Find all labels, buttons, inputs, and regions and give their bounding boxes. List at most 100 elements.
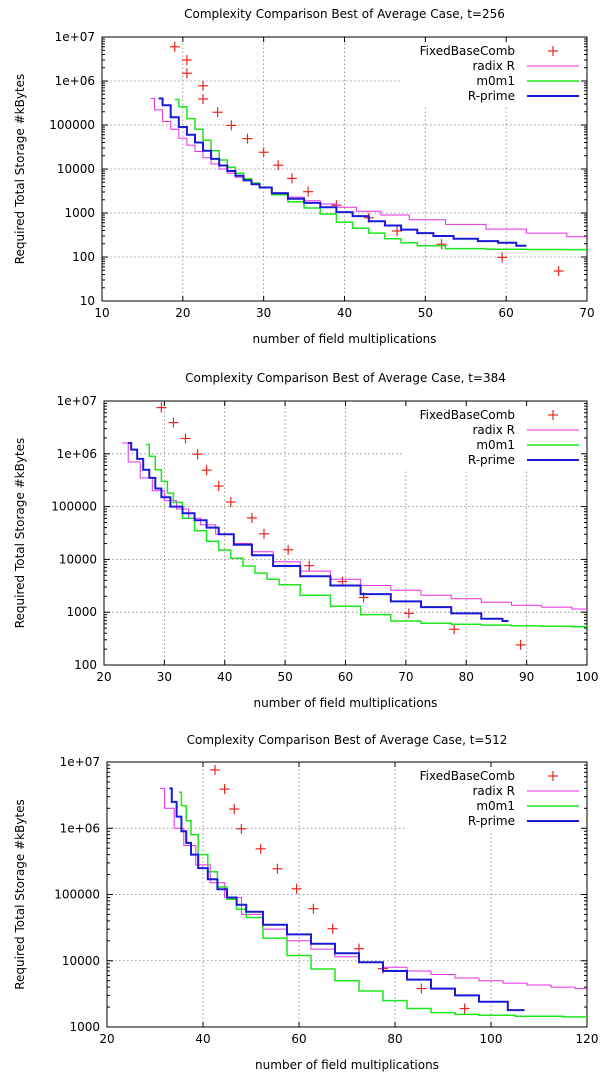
y-tick-label: 1e+06 (57, 447, 97, 461)
x-tick-label: 60 (338, 670, 353, 684)
data-point-fixedbasecomb (169, 41, 180, 52)
legend-label-m0m1: m0m1 (476, 799, 515, 813)
data-point-fixedbasecomb (291, 883, 302, 894)
data-point-fixedbasecomb (403, 608, 414, 619)
series-line-m0m1 (146, 443, 587, 628)
data-point-fixedbasecomb (273, 160, 284, 171)
y-tick-label: 1e+07 (57, 394, 97, 408)
data-point-fixedbasecomb (553, 266, 564, 277)
legend-marker-fixedbasecomb (548, 771, 558, 781)
legend-label-m0m1: m0m1 (476, 438, 515, 452)
chart-t512: Complexity Comparison Best of Average Ca… (13, 733, 598, 1072)
legend-label-r-prime: R-prime (468, 814, 515, 828)
legend-label-radix-r: radix R (473, 59, 516, 73)
x-tick-label: 60 (499, 306, 514, 320)
series-line-m0m1 (174, 98, 587, 251)
data-point-fixedbasecomb (236, 823, 247, 834)
data-point-fixedbasecomb (246, 512, 257, 523)
data-point-fixedbasecomb (258, 147, 269, 158)
y-tick-label: 1000 (69, 1020, 100, 1034)
y-tick-label: 100000 (49, 118, 95, 132)
legend-marker-fixedbasecomb (548, 46, 558, 56)
data-point-fixedbasecomb (416, 983, 427, 994)
data-point-fixedbasecomb (242, 133, 253, 144)
chart-t384: Complexity Comparison Best of Average Ca… (13, 371, 598, 710)
legend-marker-fixedbasecomb (548, 410, 558, 420)
data-point-fixedbasecomb (181, 55, 192, 66)
data-point-fixedbasecomb (304, 560, 315, 571)
series-line-r-prime (128, 442, 509, 622)
data-point-fixedbasecomb (272, 863, 283, 874)
x-tick-label: 90 (519, 670, 534, 684)
x-axis-label: number of field multiplications (254, 696, 438, 710)
y-tick-label: 1e+06 (60, 821, 100, 835)
chart-title: Complexity Comparison Best of Average Ca… (185, 371, 506, 385)
chart-t256: Complexity Comparison Best of Average Ca… (13, 7, 595, 346)
x-tick-label: 40 (217, 670, 232, 684)
data-point-fixedbasecomb (449, 624, 460, 635)
data-point-fixedbasecomb (213, 481, 224, 492)
x-tick-label: 30 (157, 670, 172, 684)
chart-title: Complexity Comparison Best of Average Ca… (184, 7, 505, 21)
y-tick-label: 1e+07 (55, 30, 95, 44)
y-tick-label: 10000 (57, 162, 95, 176)
data-point-fixedbasecomb (198, 93, 209, 104)
plot-area (159, 764, 587, 1018)
x-tick-label: 80 (387, 1032, 402, 1046)
series-line-r-prime (169, 787, 525, 1012)
data-point-fixedbasecomb (436, 239, 447, 250)
y-axis-label: Required Total Storage #kBytes (13, 74, 27, 265)
legend-label-r-prime: R-prime (468, 89, 515, 103)
data-point-fixedbasecomb (156, 402, 167, 413)
data-point-fixedbasecomb (392, 225, 403, 236)
y-tick-label: 1000 (64, 206, 95, 220)
legend-label-fixedbasecomb: FixedBaseComb (420, 408, 515, 422)
y-tick-label: 100000 (51, 500, 97, 514)
x-tick-label: 50 (418, 306, 433, 320)
x-tick-label: 100 (576, 670, 599, 684)
data-point-fixedbasecomb (181, 68, 192, 79)
y-tick-label: 1e+06 (55, 74, 95, 88)
x-tick-label: 20 (96, 670, 111, 684)
x-tick-label: 80 (459, 670, 474, 684)
data-point-fixedbasecomb (229, 804, 240, 815)
data-point-fixedbasecomb (225, 497, 236, 508)
data-point-fixedbasecomb (515, 639, 526, 650)
legend-label-fixedbasecomb: FixedBaseComb (420, 769, 515, 783)
data-point-fixedbasecomb (219, 784, 230, 795)
data-point-fixedbasecomb (212, 107, 223, 118)
legend-label-m0m1: m0m1 (476, 74, 515, 88)
data-point-fixedbasecomb (210, 764, 220, 775)
data-point-fixedbasecomb (255, 843, 266, 854)
y-tick-label: 10 (80, 294, 95, 308)
data-point-fixedbasecomb (192, 449, 203, 460)
data-point-fixedbasecomb (201, 465, 212, 476)
data-point-fixedbasecomb (497, 252, 508, 263)
y-axis-label: Required Total Storage #kBytes (13, 438, 27, 629)
legend-label-r-prime: R-prime (468, 453, 515, 467)
y-tick-label: 10000 (59, 552, 97, 566)
y-tick-label: 100000 (54, 888, 100, 902)
x-tick-label: 70 (579, 306, 594, 320)
data-point-fixedbasecomb (286, 173, 297, 184)
series-line-radix-r (122, 442, 587, 610)
y-tick-label: 10000 (62, 954, 100, 968)
x-tick-label: 40 (195, 1032, 210, 1046)
x-tick-label: 70 (398, 670, 413, 684)
legend-label-fixedbasecomb: FixedBaseComb (420, 44, 515, 58)
data-point-fixedbasecomb (354, 943, 364, 954)
data-point-fixedbasecomb (168, 417, 179, 428)
x-tick-label: 120 (576, 1032, 599, 1046)
x-axis-label: number of field multiplications (253, 332, 437, 346)
data-point-fixedbasecomb (459, 1003, 470, 1014)
y-tick-label: 100 (74, 658, 97, 672)
series-line-r-prime (158, 97, 527, 247)
x-tick-label: 40 (337, 306, 352, 320)
data-point-fixedbasecomb (258, 528, 269, 539)
data-point-fixedbasecomb (180, 433, 191, 444)
series-line-m0m1 (179, 791, 587, 1018)
